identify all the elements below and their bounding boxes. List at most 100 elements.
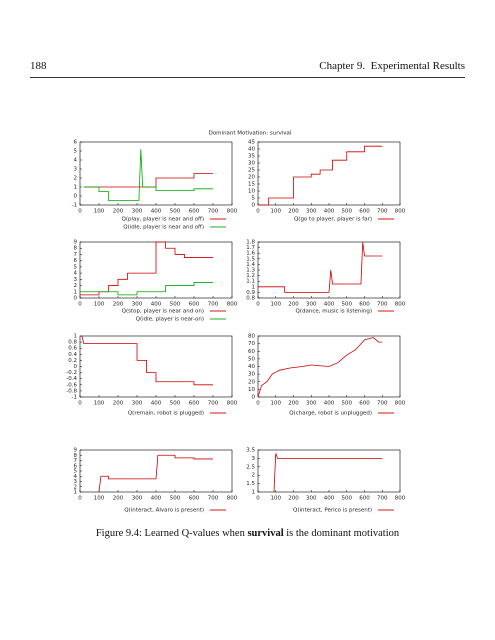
y-tick-label: 5 [252, 196, 256, 202]
y-tick-label: -0.4 [66, 376, 77, 382]
y-tick-label: 4 [74, 271, 78, 277]
y-tick-label: 15 [248, 182, 255, 188]
y-tick-label: 30 [248, 161, 255, 167]
series-line [81, 335, 213, 386]
x-tick-label: 700 [377, 209, 388, 215]
y-tick-label: 0 [74, 194, 78, 200]
y-tick-label: 2 [252, 473, 256, 479]
legend-label: Q(interact, Perico is present) [293, 508, 372, 514]
x-tick-label: 0 [78, 496, 82, 502]
x-tick-label: 400 [151, 302, 162, 308]
y-tick-label: 20 [248, 379, 255, 385]
legend-label: Q(remain, robot is plugged) [128, 411, 204, 417]
caption-text: is the dominant motivation [283, 528, 400, 539]
x-tick-label: 800 [395, 401, 406, 407]
x-tick-label: 100 [271, 302, 282, 308]
x-tick-label: 200 [288, 209, 299, 215]
x-tick-label: 600 [189, 401, 200, 407]
legend-label: Q(stop, player is near and on) [122, 309, 204, 315]
x-tick-label: 300 [132, 496, 143, 502]
x-tick-label: 600 [189, 209, 200, 215]
y-tick-label: 1 [74, 185, 78, 191]
caption-bold: survival [247, 528, 284, 539]
y-tick-label: 8 [74, 453, 78, 459]
y-tick-label: 70 [248, 341, 255, 347]
x-tick-label: 700 [208, 302, 219, 308]
x-tick-label: 800 [227, 401, 238, 407]
x-tick-label: 700 [208, 496, 219, 502]
x-tick-label: 400 [151, 496, 162, 502]
series-line [80, 241, 213, 296]
x-tick-label: 500 [170, 496, 181, 502]
x-tick-label: 500 [170, 302, 181, 308]
y-tick-label: 2 [74, 283, 78, 289]
y-tick-label: 7 [74, 252, 78, 258]
y-tick-label: 1 [74, 490, 78, 496]
y-tick-label: 1.2 [246, 273, 255, 279]
y-tick-label: 40 [248, 147, 255, 153]
caption: Figure 9.4: Learned Q-values when surviv… [0, 528, 495, 539]
y-tick-label: 0.8 [246, 296, 255, 302]
x-tick-label: 300 [306, 401, 317, 407]
series-line [273, 453, 383, 493]
y-tick-label: 1 [252, 284, 256, 290]
series-line [80, 282, 213, 296]
x-tick-label: 200 [113, 209, 124, 215]
x-tick-label: 0 [256, 302, 260, 308]
y-tick-label: 0.6 [68, 346, 77, 352]
x-tick-label: 500 [342, 302, 353, 308]
x-tick-label: 400 [151, 209, 162, 215]
x-tick-label: 500 [342, 401, 353, 407]
x-tick-label: 300 [306, 209, 317, 215]
y-tick-label: 60 [248, 349, 255, 355]
legend-label: Q(play, player is near and off) [122, 217, 204, 223]
x-tick-label: 200 [288, 302, 299, 308]
x-tick-label: 200 [288, 496, 299, 502]
y-tick-label: 7 [74, 458, 78, 464]
x-tick-label: 400 [324, 496, 335, 502]
y-tick-label: 5 [74, 264, 78, 270]
x-tick-label: 400 [324, 209, 335, 215]
x-tick-label: 200 [113, 302, 124, 308]
y-tick-label: 1 [74, 289, 78, 295]
plot-frame [257, 141, 401, 206]
x-tick-label: 100 [94, 496, 105, 502]
x-tick-label: 500 [170, 209, 181, 215]
y-tick-label: 10 [248, 387, 255, 393]
x-tick-label: 700 [377, 302, 388, 308]
y-tick-label: 0.2 [68, 358, 77, 364]
y-tick-label: 35 [248, 154, 255, 160]
y-tick-label: 0 [74, 364, 78, 370]
y-tick-label: 5 [74, 469, 78, 475]
x-tick-label: 700 [377, 401, 388, 407]
y-tick-label: 6 [74, 258, 78, 264]
y-tick-label: 1 [74, 334, 78, 340]
header-rule [30, 77, 465, 78]
figure-title: Dominant Motivation: survival [209, 131, 292, 137]
x-tick-label: 0 [256, 209, 260, 215]
x-tick-label: 200 [288, 401, 299, 407]
x-tick-label: 800 [395, 209, 406, 215]
y-tick-label: 2.5 [246, 464, 255, 470]
y-tick-label: 1.5 [246, 256, 255, 262]
x-tick-label: 300 [132, 302, 143, 308]
y-tick-label: 50 [248, 356, 255, 362]
y-tick-label: 45 [248, 140, 255, 146]
y-tick-label: 6 [74, 463, 78, 469]
y-tick-label: 1.6 [246, 251, 255, 257]
figure: Dominant Motivation: survival -101234560… [66, 131, 406, 514]
y-tick-label: 1.7 [246, 245, 255, 251]
y-tick-label: 4 [74, 158, 78, 164]
y-tick-label: -0.8 [66, 388, 77, 394]
y-tick-label: 20 [248, 175, 255, 181]
series-line [98, 454, 213, 493]
x-tick-label: 800 [395, 302, 406, 308]
x-tick-label: 400 [324, 302, 335, 308]
x-tick-label: 800 [227, 302, 238, 308]
y-tick-label: 40 [248, 364, 255, 370]
page-number: 188 [30, 60, 47, 72]
y-tick-label: 4 [74, 474, 78, 480]
x-tick-label: 100 [271, 209, 282, 215]
y-tick-label: 0.4 [68, 352, 77, 358]
y-tick-label: -0.6 [66, 382, 77, 388]
